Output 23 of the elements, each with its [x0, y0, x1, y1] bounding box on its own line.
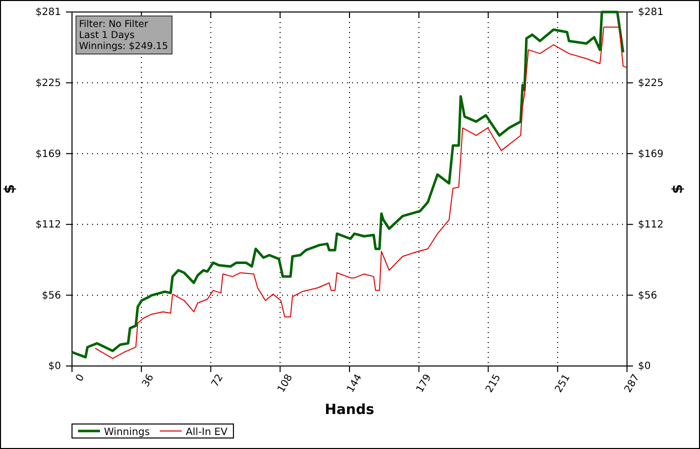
- y-axis-title: $: [2, 184, 18, 194]
- annotation: Last 1 Days: [79, 30, 135, 41]
- y2-tick-label: $169: [638, 148, 664, 160]
- x-axis-title: Hands: [324, 402, 374, 418]
- y2-tick-label: $225: [638, 78, 664, 89]
- x-tick-label: 0: [74, 372, 87, 384]
- y2-tick-label: $281: [638, 7, 664, 18]
- y2-tick-label: $0: [638, 361, 651, 372]
- x-tick-label: 36: [140, 372, 156, 390]
- legend-label: Winnings: [104, 427, 150, 438]
- legend-label: All-In EV: [186, 427, 228, 438]
- y-tick-label: $56: [42, 290, 61, 302]
- y2-tick-label: $112: [638, 220, 664, 231]
- y-tick-label: $0: [48, 361, 61, 372]
- y-tick-label: $225: [36, 78, 61, 89]
- annotation: Winnings: $249.15: [79, 41, 168, 52]
- x-tick-label: 72: [210, 372, 226, 390]
- y2-tick-label: $56: [638, 290, 658, 302]
- annotation: Filter: No Filter: [79, 19, 148, 30]
- y-tick-label: $169: [36, 148, 61, 160]
- y-tick-label: $112: [36, 220, 61, 231]
- y-tick-label: $281: [36, 7, 61, 18]
- y2-axis-title: $: [670, 184, 686, 194]
